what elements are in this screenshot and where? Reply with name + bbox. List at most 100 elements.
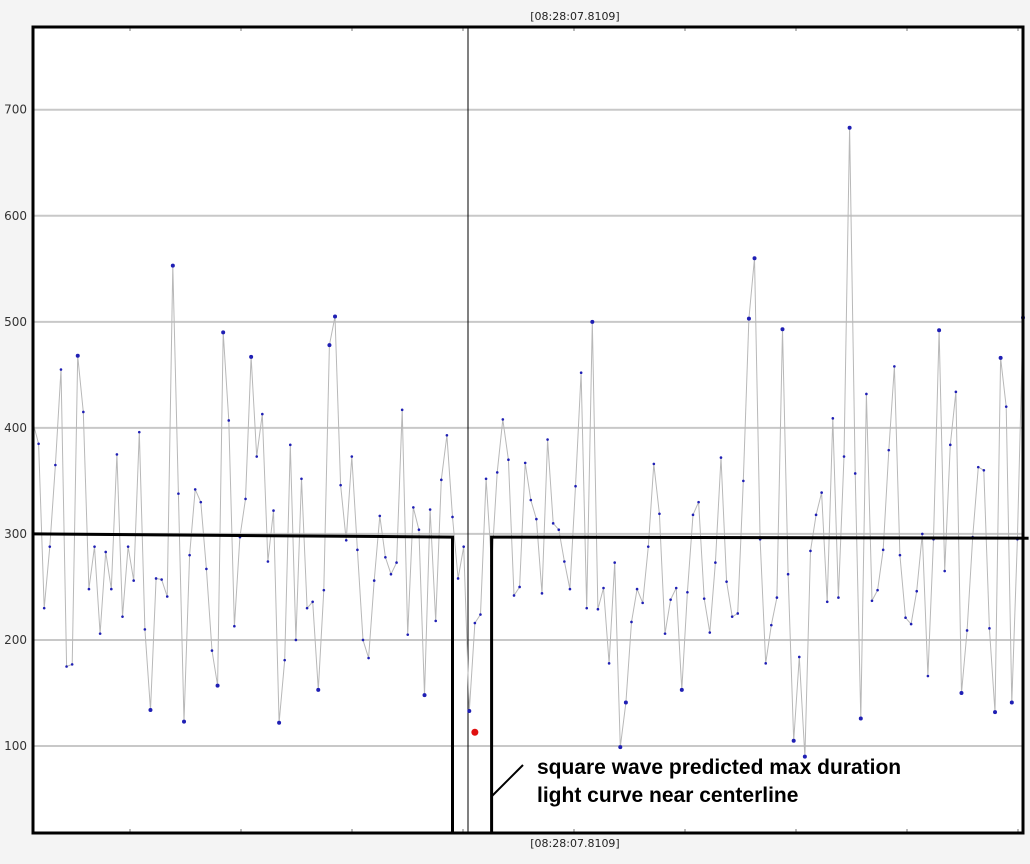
y-axis-ticks: 100 200 300 400 500 600 700 bbox=[4, 103, 27, 753]
data-point bbox=[54, 463, 57, 467]
data-point bbox=[400, 408, 404, 412]
data-point bbox=[350, 455, 354, 458]
data-point bbox=[188, 553, 191, 557]
data-point bbox=[417, 528, 421, 531]
data-point bbox=[412, 506, 415, 509]
data-point bbox=[160, 578, 163, 581]
data-point bbox=[266, 560, 270, 563]
data-point bbox=[210, 649, 214, 652]
data-point bbox=[568, 587, 572, 591]
data-point bbox=[87, 587, 91, 591]
data-point bbox=[378, 514, 382, 518]
data-point bbox=[305, 606, 309, 610]
data-point bbox=[714, 561, 717, 564]
data-point bbox=[708, 631, 712, 634]
data-point bbox=[37, 442, 40, 446]
y-tick-label: 500 bbox=[4, 315, 27, 329]
data-point bbox=[456, 577, 460, 580]
data-point bbox=[249, 354, 254, 359]
data-point bbox=[797, 655, 801, 659]
data-point bbox=[993, 710, 998, 715]
data-point bbox=[137, 430, 141, 434]
data-point bbox=[853, 472, 857, 475]
data-point bbox=[674, 586, 678, 590]
data-point bbox=[42, 606, 46, 610]
data-point bbox=[752, 256, 757, 261]
data-point bbox=[406, 633, 410, 636]
data-point bbox=[422, 693, 427, 698]
annotation-pointer bbox=[490, 764, 524, 798]
data-point bbox=[445, 434, 449, 437]
data-point bbox=[959, 691, 964, 696]
data-point bbox=[339, 483, 342, 487]
plot-area[interactable] bbox=[33, 27, 1023, 833]
data-point bbox=[255, 455, 259, 458]
data-point bbox=[937, 328, 942, 333]
data-point bbox=[965, 629, 969, 632]
data-point bbox=[921, 532, 924, 536]
data-point bbox=[982, 469, 986, 472]
data-point bbox=[870, 599, 874, 603]
data-point bbox=[596, 607, 600, 611]
data-point bbox=[327, 343, 332, 348]
data-point bbox=[473, 621, 477, 625]
data-point bbox=[786, 572, 790, 576]
data-point bbox=[858, 716, 863, 721]
highlight-point bbox=[471, 728, 479, 736]
data-point bbox=[770, 623, 773, 627]
data-point bbox=[1009, 700, 1014, 705]
data-point bbox=[887, 448, 891, 452]
data-point bbox=[356, 548, 359, 552]
data-point bbox=[440, 478, 443, 482]
data-point bbox=[809, 549, 812, 553]
data-point bbox=[126, 545, 130, 548]
data-point bbox=[154, 577, 158, 580]
data-point bbox=[641, 601, 644, 605]
y-tick-label: 100 bbox=[4, 739, 27, 753]
data-point bbox=[132, 579, 135, 582]
data-point bbox=[820, 491, 823, 494]
data-point bbox=[148, 707, 153, 712]
data-point bbox=[193, 488, 197, 491]
data-point bbox=[742, 479, 745, 483]
data-point bbox=[725, 580, 728, 583]
data-point bbox=[451, 515, 454, 519]
data-point bbox=[893, 365, 896, 368]
data-point bbox=[646, 545, 650, 548]
data-point bbox=[316, 687, 321, 692]
data-point bbox=[574, 484, 577, 488]
light-curve-line bbox=[32, 127, 1024, 757]
data-point bbox=[277, 720, 282, 725]
data-point bbox=[998, 355, 1003, 360]
light-curve-series bbox=[31, 125, 1025, 759]
data-point bbox=[954, 390, 958, 394]
data-point bbox=[730, 615, 734, 618]
data-point bbox=[529, 498, 533, 502]
data-point bbox=[512, 594, 516, 597]
data-point bbox=[546, 438, 549, 441]
data-point bbox=[395, 561, 398, 564]
data-point bbox=[837, 596, 840, 599]
top-timestamp: [08:28:07.8109] bbox=[530, 10, 619, 23]
data-point bbox=[523, 461, 527, 465]
bottom-timestamp: [08:28:07.8109] bbox=[530, 837, 619, 850]
data-point bbox=[904, 616, 907, 620]
data-point bbox=[244, 497, 247, 501]
data-point bbox=[988, 627, 991, 630]
data-point bbox=[104, 550, 108, 554]
data-point bbox=[70, 663, 74, 666]
data-point bbox=[791, 738, 796, 743]
data-point bbox=[926, 674, 930, 678]
data-point bbox=[1004, 405, 1008, 408]
data-point bbox=[143, 628, 147, 631]
data-point bbox=[495, 471, 499, 474]
data-point bbox=[170, 263, 175, 268]
data-point bbox=[333, 314, 338, 319]
data-point bbox=[909, 622, 913, 626]
data-point bbox=[98, 632, 102, 635]
data-point bbox=[82, 410, 85, 414]
data-point bbox=[540, 592, 544, 595]
y-tick-label: 400 bbox=[4, 421, 27, 435]
